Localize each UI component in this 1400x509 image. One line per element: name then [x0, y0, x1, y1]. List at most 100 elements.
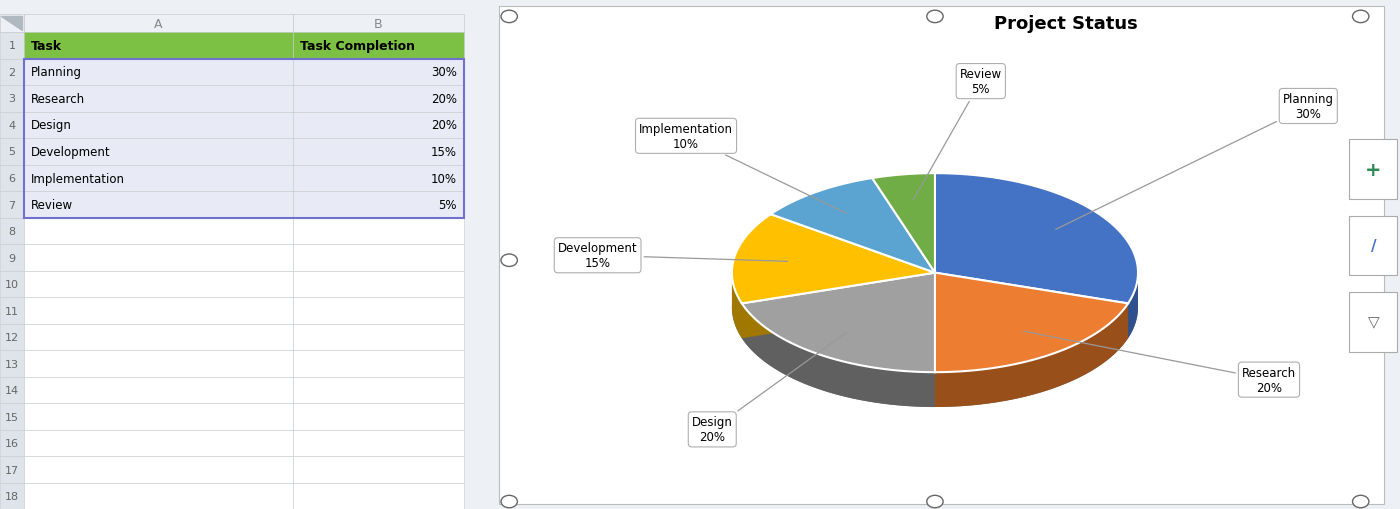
Bar	[1350, 216, 1397, 276]
Text: 13: 13	[4, 359, 18, 369]
Bar	[24, 218, 294, 245]
Text: A: A	[154, 18, 162, 31]
Circle shape	[1352, 495, 1369, 508]
Text: Development: Development	[31, 146, 111, 159]
Text: /: /	[1371, 239, 1376, 253]
Polygon shape	[742, 273, 935, 338]
Polygon shape	[935, 273, 1128, 338]
Bar	[0, 218, 24, 245]
Bar	[24, 457, 294, 483]
Polygon shape	[935, 304, 1128, 407]
Bar	[0, 165, 24, 192]
Bar	[0, 245, 24, 271]
Text: 6: 6	[8, 174, 15, 184]
Text: Research: Research	[31, 93, 85, 106]
Bar	[294, 457, 463, 483]
Bar	[294, 271, 463, 298]
Bar	[294, 33, 463, 60]
Bar	[294, 218, 463, 245]
Bar	[24, 430, 294, 457]
Text: Project Status: Project Status	[994, 15, 1138, 33]
Bar	[294, 430, 463, 457]
Bar	[294, 60, 463, 86]
Text: 14: 14	[4, 385, 18, 395]
Polygon shape	[732, 272, 742, 338]
Polygon shape	[770, 179, 935, 273]
Circle shape	[501, 495, 518, 508]
Text: 15: 15	[4, 412, 18, 422]
Text: Design: Design	[31, 119, 71, 132]
Text: 5%: 5%	[438, 199, 456, 212]
Bar	[24, 60, 463, 218]
Text: 4: 4	[8, 121, 15, 131]
Bar	[0, 139, 24, 165]
Text: +: +	[1365, 160, 1382, 179]
Circle shape	[501, 11, 518, 23]
Bar	[24, 324, 294, 351]
Circle shape	[1352, 11, 1369, 23]
Bar	[24, 86, 294, 112]
Text: 16: 16	[4, 438, 18, 448]
Bar	[0, 483, 24, 509]
Polygon shape	[742, 273, 935, 338]
Bar	[24, 483, 294, 509]
Circle shape	[501, 254, 518, 267]
Bar	[294, 245, 463, 271]
Bar	[294, 112, 463, 139]
Text: 20%: 20%	[431, 93, 456, 106]
Polygon shape	[872, 174, 935, 273]
Text: 9: 9	[8, 253, 15, 263]
Bar	[24, 60, 294, 86]
Bar	[24, 112, 294, 139]
Bar	[0, 324, 24, 351]
Polygon shape	[1, 17, 22, 31]
Bar	[294, 377, 463, 404]
Circle shape	[927, 495, 944, 508]
Polygon shape	[742, 304, 935, 407]
Text: B: B	[374, 18, 382, 31]
Text: 12: 12	[4, 332, 18, 343]
Text: 17: 17	[4, 465, 18, 475]
Text: Review
5%: Review 5%	[913, 68, 1002, 200]
Polygon shape	[935, 273, 1128, 338]
Bar	[294, 15, 463, 33]
Text: Review: Review	[31, 199, 73, 212]
Bar	[294, 86, 463, 112]
Bar	[294, 324, 463, 351]
Text: Planning
30%: Planning 30%	[1056, 93, 1334, 230]
Bar	[0, 86, 24, 112]
Bar	[24, 15, 294, 33]
Polygon shape	[1128, 273, 1138, 338]
Bar	[0, 298, 24, 324]
Bar	[24, 271, 294, 298]
Bar	[24, 351, 294, 377]
Bar	[0, 404, 24, 430]
Bar	[24, 165, 294, 192]
Text: 3: 3	[8, 94, 15, 104]
Bar	[0, 457, 24, 483]
Text: Task Completion: Task Completion	[301, 40, 416, 53]
Text: 10: 10	[4, 279, 18, 290]
Text: 15%: 15%	[431, 146, 456, 159]
Bar	[24, 298, 294, 324]
Text: 8: 8	[8, 227, 15, 237]
Polygon shape	[742, 273, 935, 373]
Text: Development
15%: Development 15%	[557, 242, 788, 270]
Bar	[294, 139, 463, 165]
Bar	[24, 139, 294, 165]
Text: 18: 18	[4, 491, 18, 501]
Bar	[24, 245, 294, 271]
Bar	[294, 483, 463, 509]
Text: Planning: Planning	[31, 66, 81, 79]
Polygon shape	[935, 273, 1128, 373]
Bar	[24, 404, 294, 430]
Bar	[0, 271, 24, 298]
Bar	[294, 351, 463, 377]
Bar	[1350, 293, 1397, 352]
Text: Research
20%: Research 20%	[1023, 331, 1296, 394]
Text: Implementation
10%: Implementation 10%	[638, 123, 847, 214]
Text: Task: Task	[31, 40, 62, 53]
Text: 2: 2	[8, 68, 15, 78]
Polygon shape	[732, 209, 1138, 407]
Polygon shape	[935, 174, 1138, 304]
